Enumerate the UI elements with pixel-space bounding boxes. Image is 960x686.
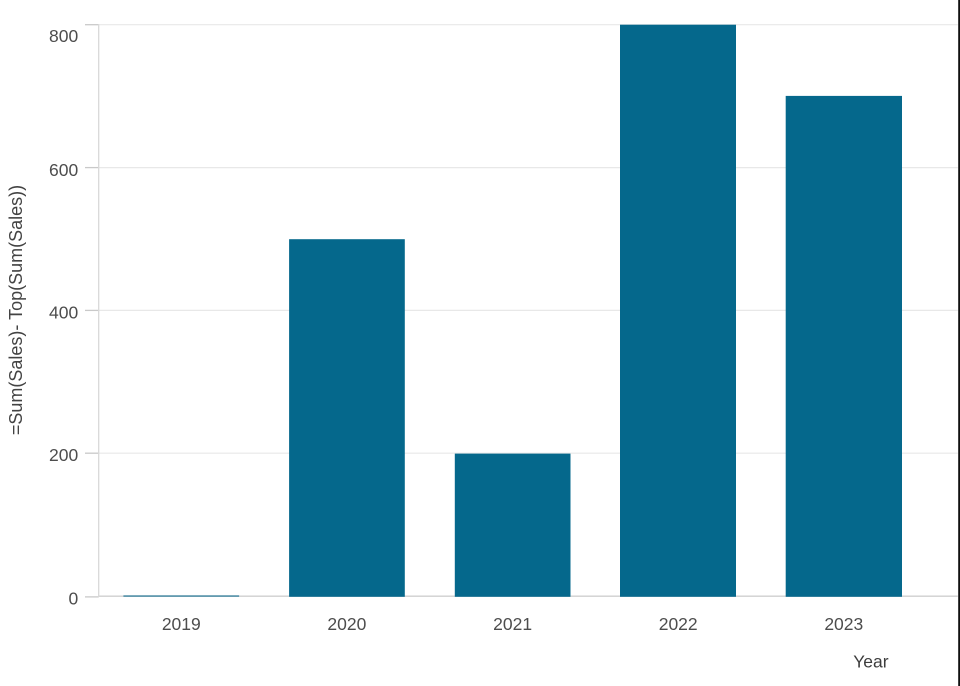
- svg-text:Year: Year: [853, 651, 889, 671]
- svg-text:400: 400: [49, 302, 78, 322]
- svg-text:2023: 2023: [824, 614, 863, 634]
- svg-text:600: 600: [49, 160, 78, 180]
- svg-text:200: 200: [49, 445, 78, 465]
- svg-text:2019: 2019: [162, 614, 201, 634]
- svg-text:2022: 2022: [659, 614, 698, 634]
- svg-text:2021: 2021: [493, 614, 532, 634]
- svg-text:0: 0: [68, 589, 78, 609]
- svg-text:800: 800: [49, 26, 78, 46]
- svg-text:=Sum(Sales)- Top(Sum(Sales)): =Sum(Sales)- Top(Sum(Sales)): [6, 185, 26, 435]
- svg-text:2020: 2020: [327, 614, 366, 634]
